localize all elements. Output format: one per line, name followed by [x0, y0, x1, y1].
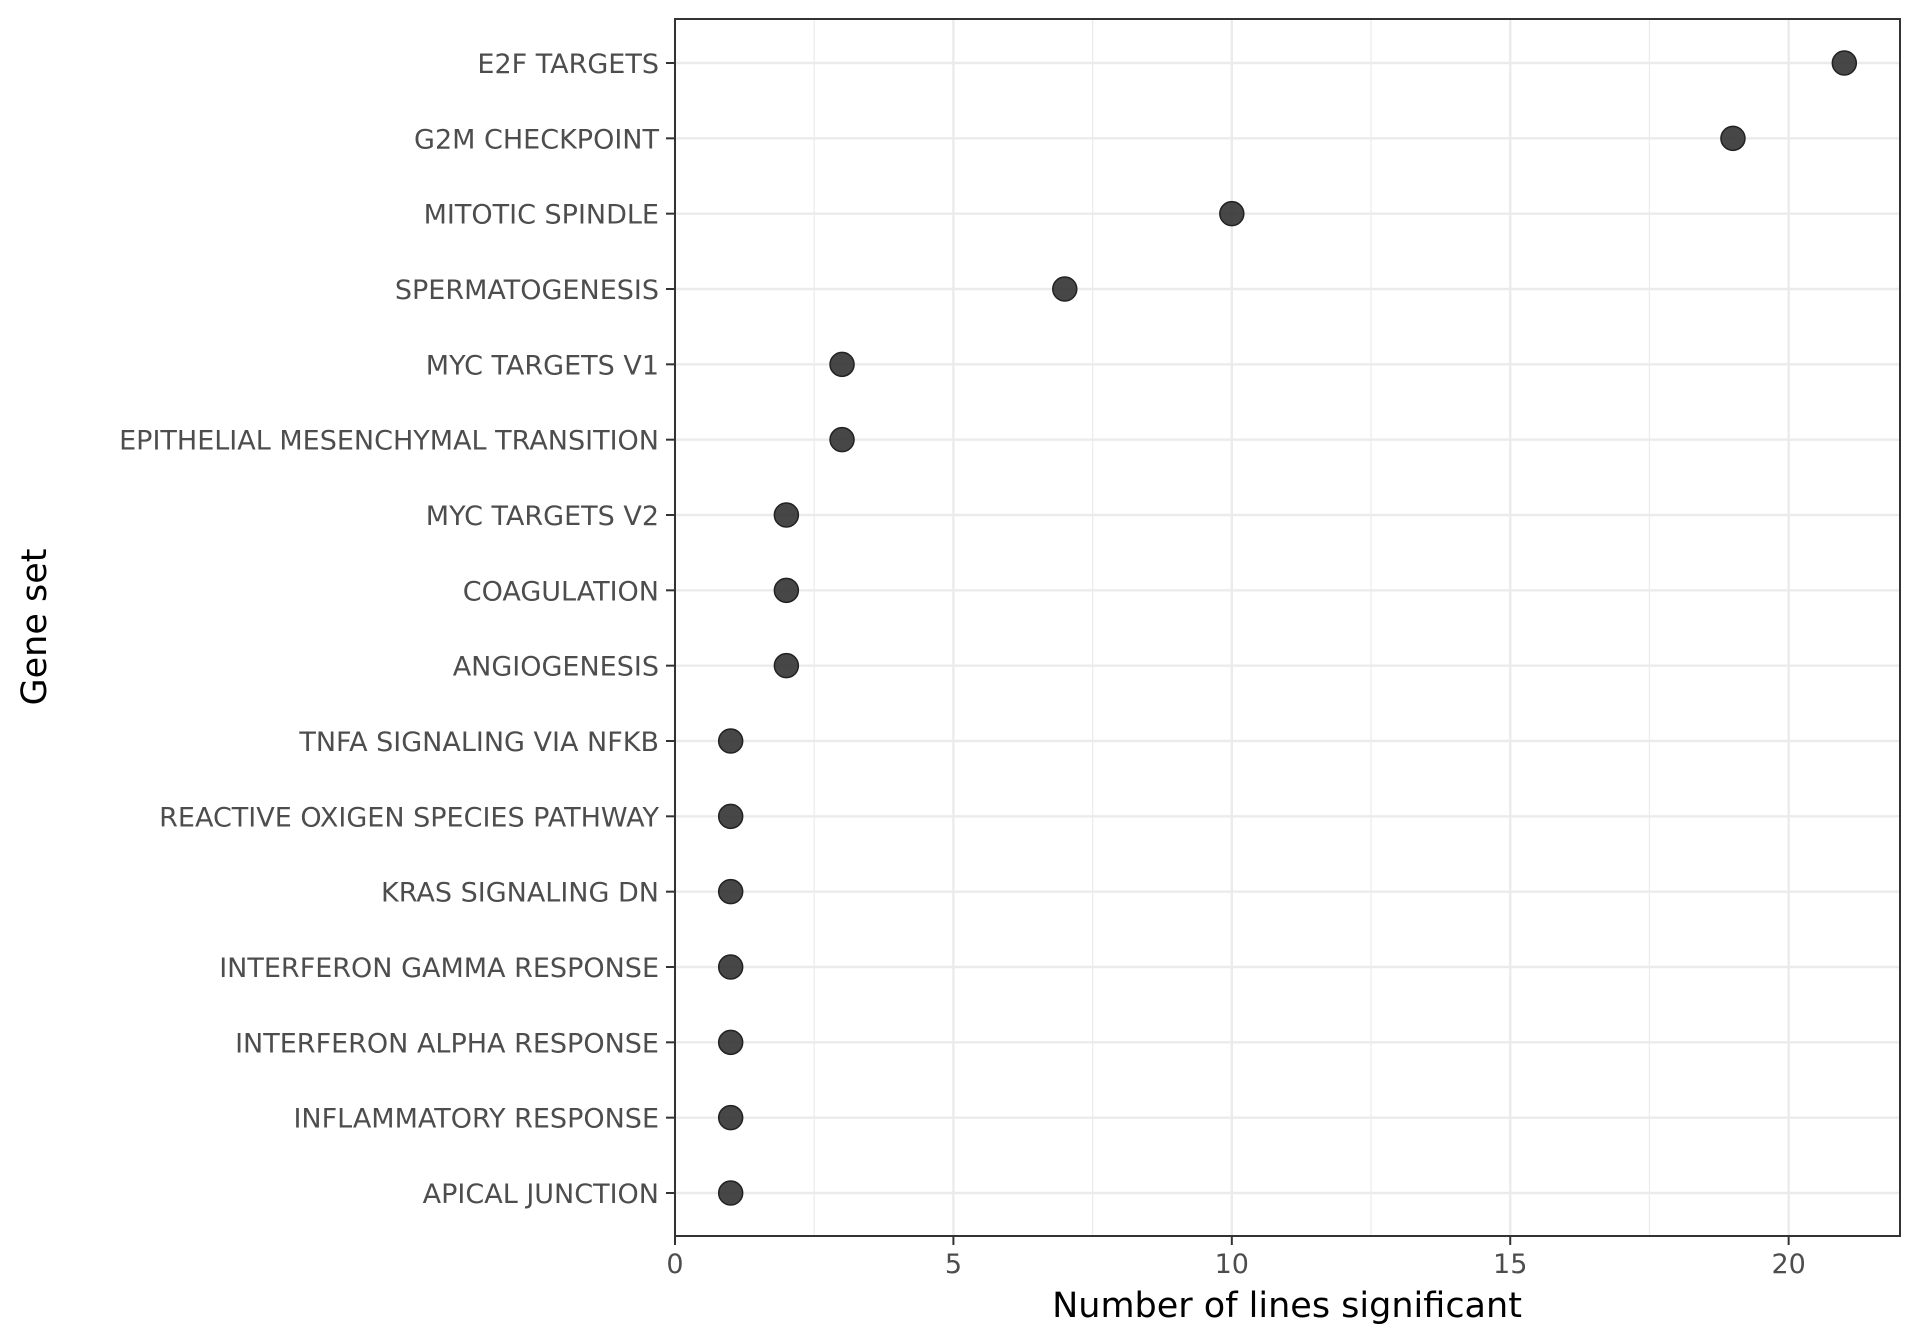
y-axis-title: Gene set — [15, 549, 55, 706]
data-point — [717, 1029, 744, 1056]
y-tick-label: INFLAMMATORY RESPONSE — [293, 1104, 659, 1135]
y-tick-label: TNFA SIGNALING VIA NFKB — [298, 727, 659, 758]
data-point — [773, 577, 800, 604]
y-tick-label: INTERFERON ALPHA RESPONSE — [235, 1028, 659, 1059]
y-tick-label: E2F TARGETS — [477, 49, 659, 80]
data-point — [773, 502, 800, 528]
data-point — [773, 652, 800, 679]
y-tick-label: INTERFERON GAMMA RESPONSE — [219, 953, 659, 984]
data-point — [717, 728, 744, 754]
y-tick-label: ANGIOGENESIS — [453, 652, 659, 683]
data-points — [717, 50, 1858, 1206]
y-tick-label: REACTIVE OXIGEN SPECIES PATHWAY — [159, 802, 659, 833]
data-point — [1219, 200, 1245, 227]
x-tick-label: 0 — [666, 1249, 683, 1280]
y-tick-label: SPERMATOGENESIS — [395, 275, 659, 306]
plot-background — [675, 19, 1900, 1236]
x-tick-label: 10 — [1215, 1249, 1249, 1280]
y-tick-label: G2M CHECKPOINT — [414, 124, 659, 155]
x-tick-label: 5 — [945, 1249, 962, 1280]
x-axis: 0 5 10 15 20 — [666, 1236, 1806, 1280]
data-point — [829, 426, 855, 453]
y-tick-label: APICAL JUNCTION — [423, 1179, 659, 1210]
x-tick-label: 15 — [1493, 1249, 1527, 1280]
data-point — [717, 803, 744, 830]
data-point — [829, 351, 855, 378]
data-point — [717, 1180, 744, 1206]
y-tick-label: EPITHELIAL MESENCHYMAL TRANSITION — [119, 426, 659, 457]
grid-lines — [673, 19, 1900, 1236]
y-tick-label: KRAS SIGNALING DN — [381, 878, 659, 909]
data-point — [1720, 125, 1746, 152]
y-tick-label: MYC TARGETS V2 — [426, 501, 659, 532]
y-tick-label: MITOTIC SPINDLE — [424, 200, 659, 231]
y-tick-label: COAGULATION — [463, 576, 659, 607]
y-axis: E2F TARGETS G2M CHECKPOINT MITOTIC SPINDLE… — [119, 49, 675, 1210]
data-point — [1052, 276, 1078, 302]
data-point — [717, 878, 744, 905]
data-point — [1831, 50, 1858, 76]
x-tick-label: 20 — [1771, 1249, 1805, 1280]
plot-border — [674, 18, 1901, 1237]
data-point — [717, 1104, 744, 1131]
data-point — [717, 954, 744, 980]
x-axis-title: Number of lines significant — [1052, 1286, 1522, 1326]
y-tick-label: MYC TARGETS V1 — [426, 350, 659, 381]
